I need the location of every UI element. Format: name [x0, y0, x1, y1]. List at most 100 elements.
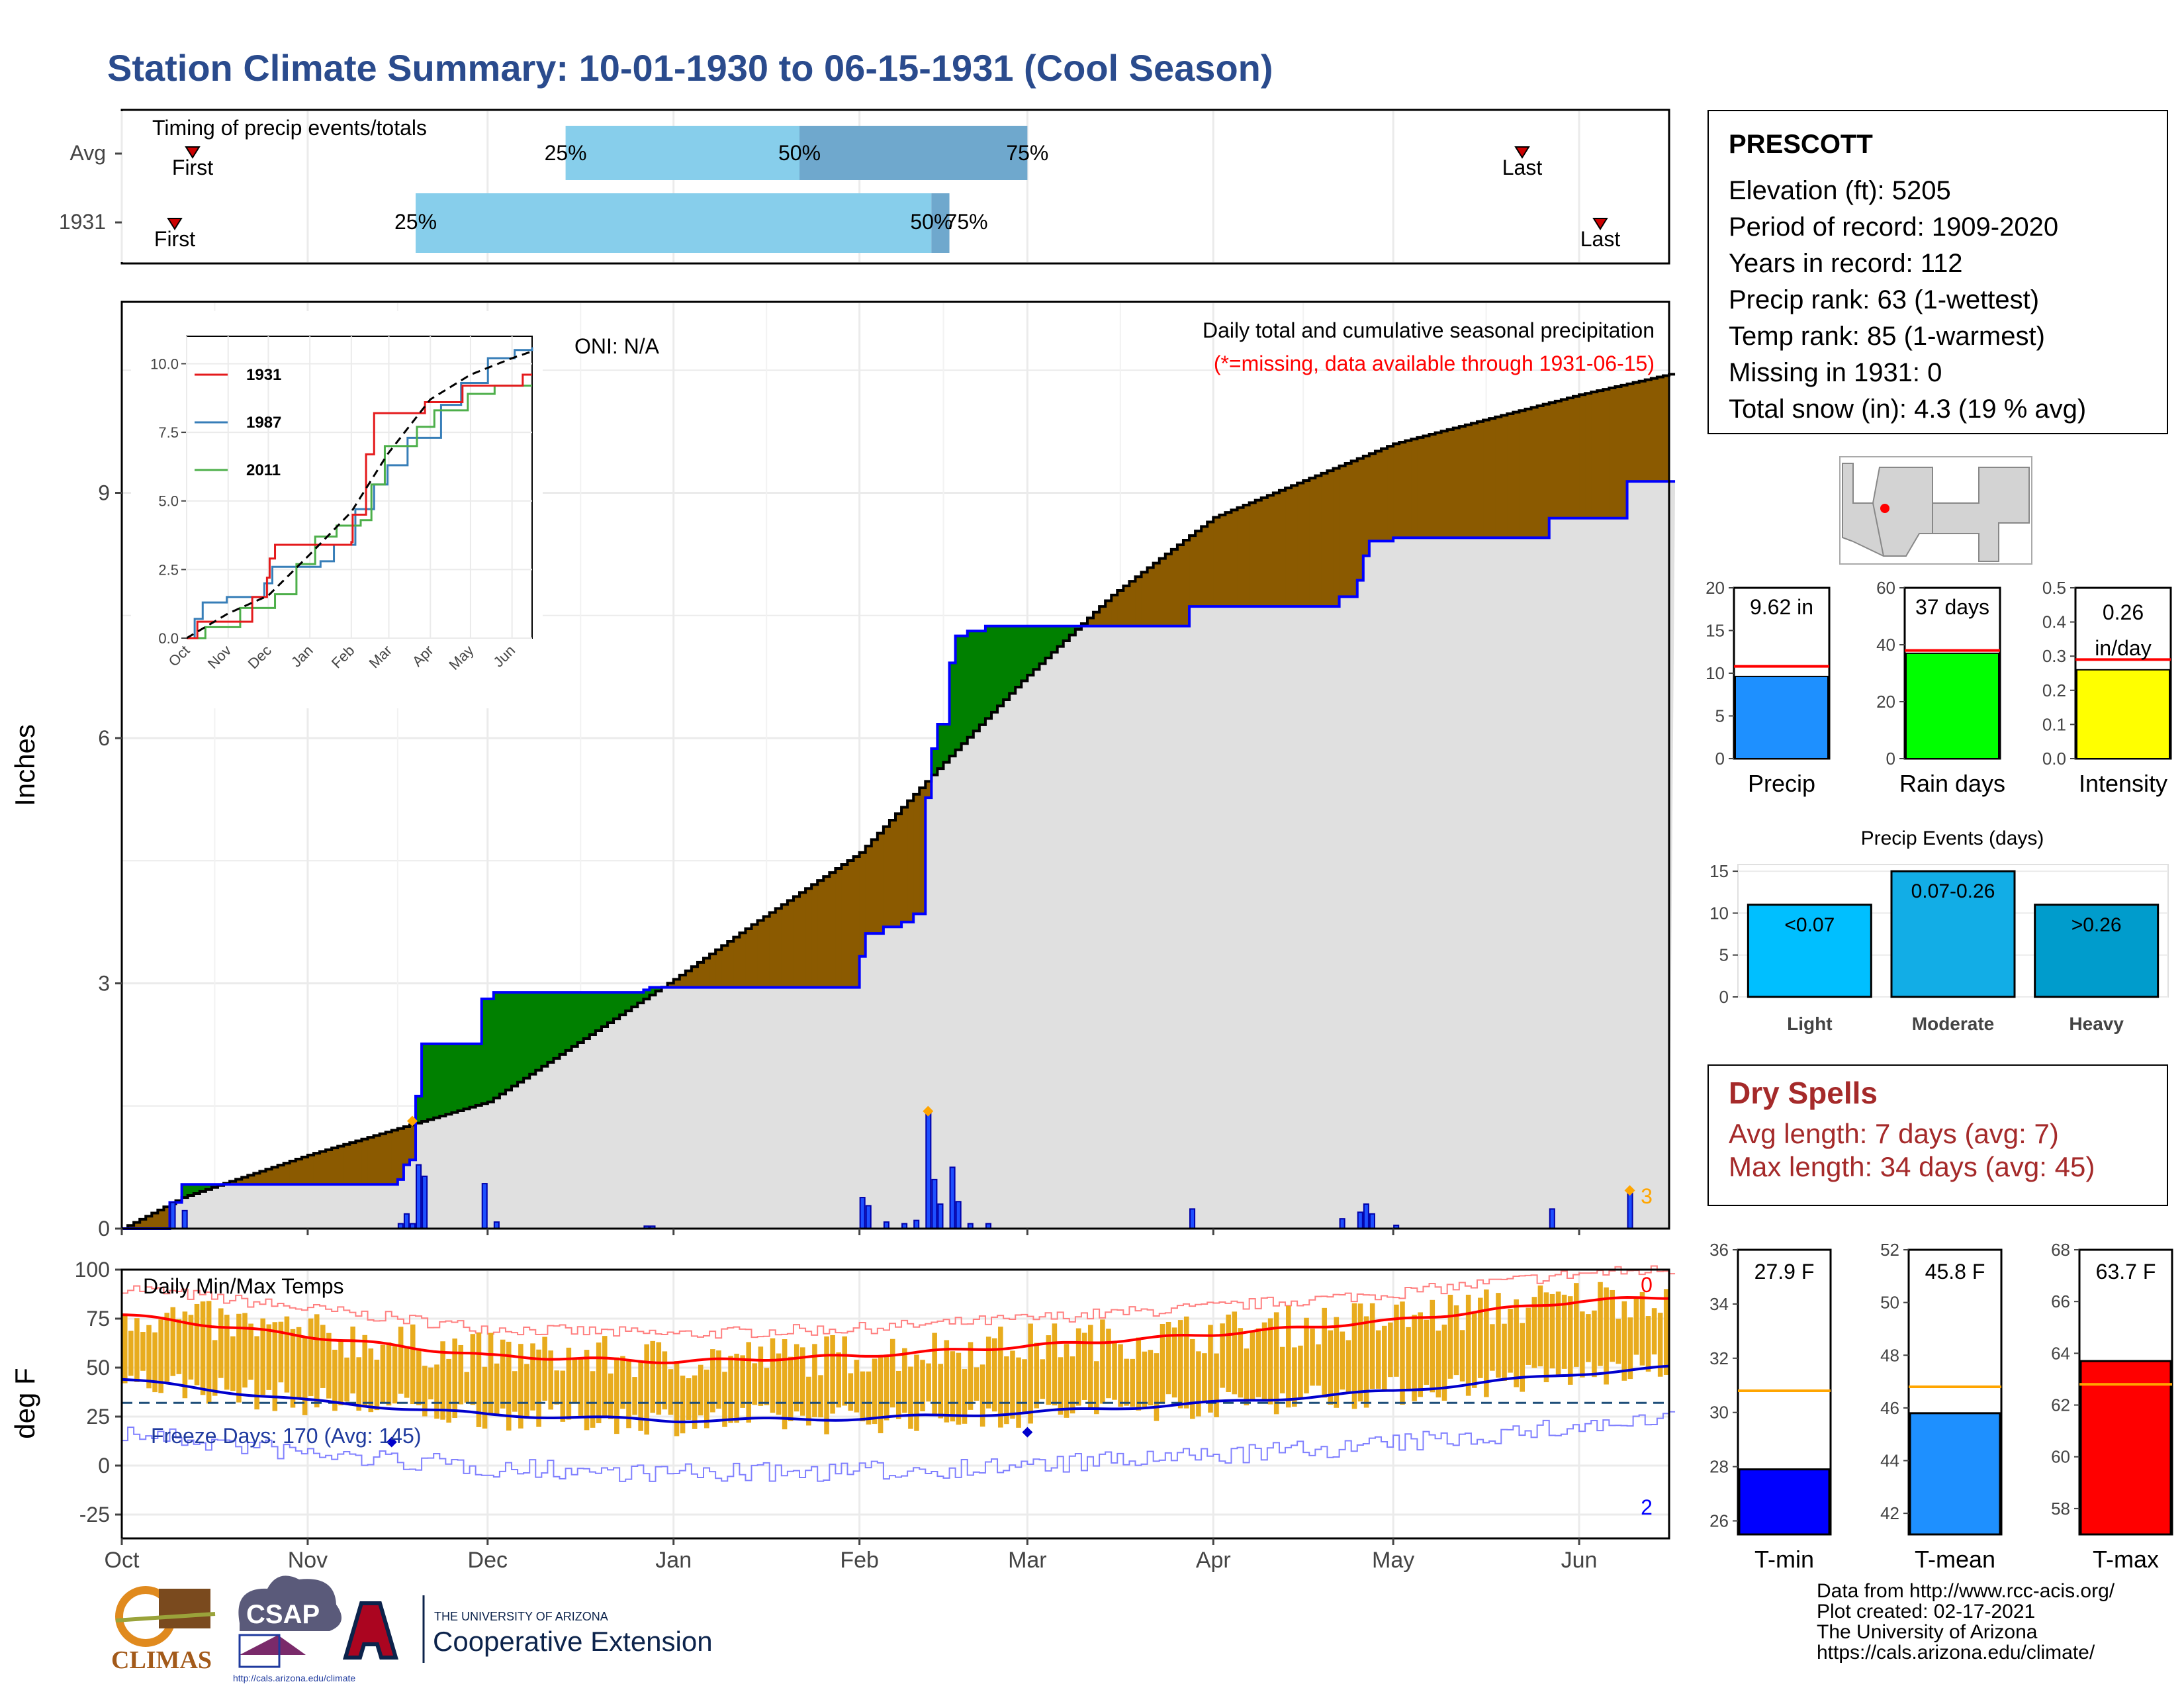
deficit-fill — [787, 900, 794, 988]
daily-temp-bar — [428, 1367, 433, 1399]
daily-temp-bar — [932, 1333, 937, 1415]
daily-temp-bar — [1100, 1319, 1105, 1404]
surplus-fill — [493, 992, 500, 1098]
deficit-fill — [1231, 510, 1238, 607]
deficit-fill — [1423, 436, 1430, 538]
surplus-fill — [535, 992, 542, 1070]
daily-precip-bar — [1357, 1211, 1363, 1230]
daily-temp-bar — [764, 1368, 770, 1405]
daily-temp-bar — [1430, 1299, 1435, 1393]
daily-temp-bar — [902, 1348, 907, 1413]
daily-temp-bar — [368, 1348, 374, 1413]
surplus-fill — [445, 1043, 453, 1115]
deficit-fill — [1381, 448, 1388, 541]
daily-temp-bar — [164, 1313, 169, 1382]
temp-bar-tick: 36 — [1709, 1240, 1729, 1260]
deficit-fill — [1597, 391, 1604, 518]
daily-temp-bar — [1651, 1308, 1657, 1355]
daily-temp-bar — [362, 1335, 368, 1408]
deficit-fill — [326, 1149, 332, 1185]
avg-min-line — [121, 1364, 1670, 1424]
temp-bar-tick: 46 — [1880, 1398, 1899, 1418]
deficit-fill — [919, 788, 926, 914]
daily-temp-bar — [1118, 1344, 1123, 1407]
deficit-fill — [685, 970, 692, 988]
daily-precip-bar — [925, 1111, 932, 1229]
daily-precip-bar — [865, 1205, 872, 1230]
daily-temp-bar — [542, 1336, 547, 1401]
timing-row-avg: Avg — [69, 141, 106, 165]
daily-temp-bar — [860, 1371, 866, 1422]
daily-precip-bar — [1549, 1208, 1555, 1229]
daily-temp-bar — [794, 1344, 799, 1412]
deficit-fill — [1321, 473, 1328, 607]
base-fill — [122, 481, 1676, 1229]
daily-temp-bar — [788, 1356, 794, 1421]
deficit-fill — [865, 846, 872, 934]
inset-ytick: 7.5 — [158, 424, 179, 441]
deficit-fill — [1273, 492, 1280, 607]
daily-temp-bar — [290, 1329, 296, 1408]
daily-temp-bar — [728, 1356, 733, 1423]
daily-temp-bar — [1508, 1309, 1513, 1373]
daily-temp-bar — [1238, 1328, 1244, 1398]
surplus-fill — [433, 1043, 440, 1118]
daily-temp-bar — [392, 1346, 398, 1404]
timing-pct-label: 75% — [1006, 141, 1048, 165]
daily-temp-bar — [1633, 1298, 1639, 1355]
daily-temp-bar — [716, 1350, 721, 1409]
daily-temp-bar — [434, 1364, 439, 1419]
deficit-fill — [140, 1219, 146, 1229]
deficit-fill — [1609, 388, 1616, 518]
mini-bar-tick: 0.4 — [2042, 612, 2066, 632]
surplus-fill — [973, 631, 980, 731]
deficit-fill — [1501, 415, 1508, 538]
first-event-marker — [185, 146, 201, 159]
deficit-fill — [1483, 420, 1490, 538]
daily-temp-bar — [200, 1301, 206, 1395]
surplus-fill — [416, 1096, 422, 1123]
inset-ytick: 2.5 — [158, 561, 179, 578]
daily-temp-bar — [248, 1323, 253, 1380]
surplus-fill — [631, 992, 638, 1008]
daily-temp-bar — [680, 1376, 686, 1434]
daily-temp-bar — [158, 1319, 163, 1393]
record-min-line — [122, 1411, 1676, 1482]
dry-spells-max: Max length: 34 days (avg: 45) — [1729, 1151, 2095, 1182]
deficit-fill — [1405, 440, 1412, 538]
daily-temp-bar — [1244, 1348, 1250, 1406]
temp-bar-tick: 62 — [2051, 1395, 2070, 1415]
deficit-fill — [1567, 398, 1574, 518]
surplus-fill — [565, 992, 572, 1051]
daily-precip-bar — [422, 1175, 428, 1229]
deficit-fill — [1261, 497, 1268, 607]
surplus-fill — [979, 631, 986, 725]
deficit-fill — [1291, 485, 1298, 607]
daily-temp-bar — [872, 1358, 878, 1425]
daily-temp-bar — [218, 1308, 224, 1378]
deficit-fill — [1633, 382, 1640, 482]
deficit-fill — [1237, 507, 1244, 607]
deficit-fill — [1117, 590, 1124, 626]
mini-bar-tick: 5 — [1715, 706, 1725, 726]
daily-temp-bar — [134, 1318, 140, 1382]
daily-temp-bar — [536, 1349, 541, 1427]
daily-temp-bar — [614, 1357, 619, 1434]
deficit-fill — [409, 1125, 416, 1160]
daily-temp-bar — [1010, 1350, 1015, 1419]
surplus-fill — [529, 992, 536, 1074]
credit-line: Data from http://www.rcc-acis.org/ — [1817, 1580, 2115, 1602]
daily-temp-bar — [458, 1344, 464, 1405]
deficit-fill — [1315, 475, 1322, 607]
inset-series-1931 — [187, 373, 532, 639]
daily-temp-bar — [1250, 1331, 1255, 1400]
daily-temp-bar — [1004, 1356, 1009, 1425]
deficit-fill — [338, 1146, 344, 1185]
daily-temp-bar — [1142, 1351, 1148, 1407]
daily-temp-bar — [272, 1322, 278, 1411]
mini-bar-tick: 20 — [1706, 578, 1725, 598]
credit-line: https://cals.arizona.edu/climate/ — [1817, 1642, 2095, 1664]
month-axis: Oct Nov Dec Jan Feb Mar Apr May Jun — [105, 1229, 1597, 1573]
daily-temp-bar — [698, 1364, 704, 1416]
